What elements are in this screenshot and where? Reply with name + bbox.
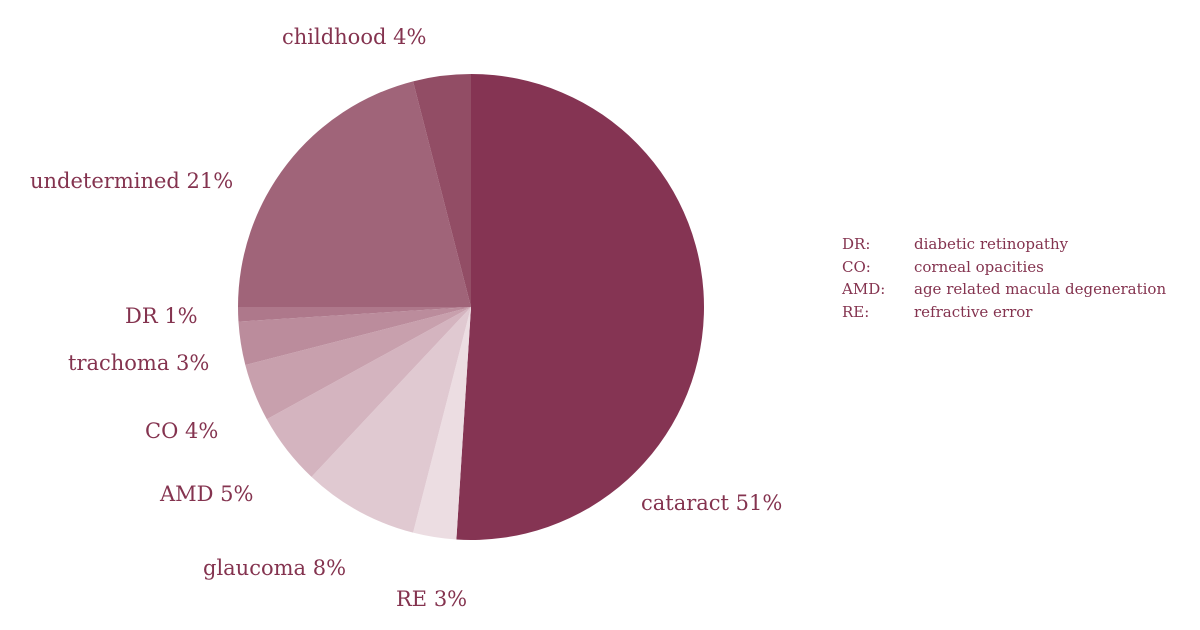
legend-row-co: CO: corneal opacities <box>842 256 1166 279</box>
pie-slice-glaucoma <box>311 307 471 533</box>
legend-text: diabetic retinopathy <box>914 235 1069 253</box>
slice-label-re: RE 3% <box>396 587 467 611</box>
slice-label-trachoma: trachoma 3% <box>68 351 209 375</box>
legend-row-re: RE: refractive error <box>842 301 1166 324</box>
slice-label-glaucoma: glaucoma 8% <box>203 556 346 580</box>
pie-slice-cataract <box>456 73 705 540</box>
pie-slices <box>238 73 705 540</box>
pie-slice-re <box>413 307 471 540</box>
legend-text: refractive error <box>914 302 1033 321</box>
slice-label-undetermined: undetermined 21% <box>30 169 233 193</box>
pie-slice-amd <box>266 307 471 477</box>
slice-label-dr: DR 1% <box>125 304 198 328</box>
pie-slice-trachoma <box>238 307 471 365</box>
pie-slice-childhood <box>413 74 471 307</box>
legend-abbr: DR: <box>842 235 871 253</box>
abbreviation-legend: DR: diabetic retinopathy CO: corneal opa… <box>842 233 1166 323</box>
legend-text: corneal opacities <box>914 257 1044 276</box>
pie-slice-undetermined <box>238 81 471 307</box>
legend-abbr: AMD: <box>842 280 886 298</box>
slice-label-childhood: childhood 4% <box>282 25 426 49</box>
slice-label-cataract: cataract 51% <box>641 491 782 515</box>
legend-abbr: RE: <box>842 302 870 321</box>
legend-text: age related macula degeneration <box>914 280 1167 298</box>
pie-slice-co <box>245 307 471 420</box>
slice-label-amd: AMD 5% <box>159 482 254 506</box>
pie-slice-dr <box>238 307 471 322</box>
slice-labels: cataract 51% RE 3% glaucoma 8% AMD 5% CO 4% t… <box>30 25 782 611</box>
slice-label-co: CO 4% <box>145 419 218 443</box>
legend-row-dr: DR: diabetic retinopathy <box>842 233 1166 256</box>
legend-abbr: CO: <box>842 257 871 276</box>
legend-row-amd: AMD: age related macula degeneration <box>842 278 1166 301</box>
